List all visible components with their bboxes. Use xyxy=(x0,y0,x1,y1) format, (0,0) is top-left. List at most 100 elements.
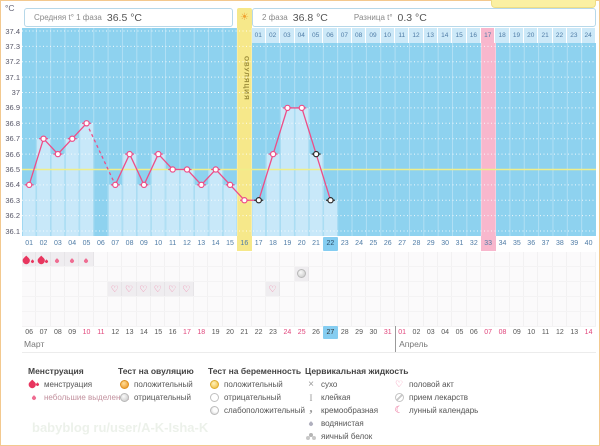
event-cell[interactable] xyxy=(309,297,323,311)
event-cell[interactable] xyxy=(208,252,222,266)
day-cell[interactable]: 38 xyxy=(555,240,564,247)
event-cell[interactable] xyxy=(467,312,481,326)
event-cell[interactable] xyxy=(352,297,366,311)
event-cell[interactable] xyxy=(510,297,524,311)
event-cell[interactable] xyxy=(51,267,65,281)
event-cell[interactable] xyxy=(223,267,237,281)
event-cell[interactable] xyxy=(395,297,409,311)
event-cell[interactable] xyxy=(323,312,337,326)
event-cell[interactable] xyxy=(295,252,309,266)
event-cell[interactable] xyxy=(438,282,452,296)
event-cell[interactable] xyxy=(108,267,122,281)
event-cell[interactable] xyxy=(309,267,323,281)
event-cell[interactable] xyxy=(395,252,409,266)
event-cell[interactable] xyxy=(165,312,179,326)
event-cell[interactable] xyxy=(180,267,194,281)
event-cell[interactable] xyxy=(180,297,194,311)
day-cell[interactable]: 37 xyxy=(541,240,550,247)
event-cell[interactable] xyxy=(524,267,538,281)
event-cell[interactable] xyxy=(65,267,79,281)
event-cell[interactable] xyxy=(467,267,481,281)
event-cell[interactable] xyxy=(252,267,266,281)
event-cell[interactable] xyxy=(266,252,280,266)
event-cell[interactable] xyxy=(366,312,380,326)
day-cell[interactable]: 36 xyxy=(527,240,536,247)
event-cell[interactable] xyxy=(223,252,237,266)
event-cell[interactable] xyxy=(495,267,509,281)
event-cell[interactable] xyxy=(467,252,481,266)
event-cell[interactable] xyxy=(22,297,36,311)
day-cell[interactable]: 40 xyxy=(584,240,593,247)
day-cell[interactable]: 17 xyxy=(254,240,263,247)
event-cell[interactable] xyxy=(581,312,595,326)
event-cell[interactable] xyxy=(481,312,495,326)
event-cell[interactable]: ♡ xyxy=(122,282,137,296)
event-cell[interactable] xyxy=(309,282,323,296)
event-cell[interactable] xyxy=(122,252,136,266)
event-cell[interactable] xyxy=(452,267,466,281)
event-cell[interactable] xyxy=(524,252,538,266)
event-cell[interactable] xyxy=(151,252,165,266)
event-cell[interactable] xyxy=(137,297,151,311)
event-cell[interactable] xyxy=(208,282,222,296)
day-cell[interactable]: 04 xyxy=(68,240,77,247)
event-cell[interactable] xyxy=(467,282,481,296)
event-cell[interactable] xyxy=(409,312,423,326)
event-cell[interactable] xyxy=(338,297,352,311)
event-cell[interactable] xyxy=(424,252,438,266)
event-cell[interactable] xyxy=(280,297,294,311)
event-cell[interactable] xyxy=(295,312,309,326)
event-cell[interactable] xyxy=(381,297,395,311)
event-cell[interactable] xyxy=(237,267,251,281)
event-cell[interactable] xyxy=(294,267,309,281)
event-cell[interactable] xyxy=(381,252,395,266)
day-cell[interactable]: 21 xyxy=(312,240,320,247)
day-cell[interactable]: 23 xyxy=(340,240,349,247)
day-cell[interactable]: 24 xyxy=(355,240,363,247)
event-cell[interactable] xyxy=(79,267,93,281)
event-cell[interactable] xyxy=(79,312,93,326)
day-cell[interactable]: 10 xyxy=(154,240,163,247)
event-cell[interactable] xyxy=(65,282,79,296)
event-cell[interactable] xyxy=(510,312,524,326)
event-cell[interactable] xyxy=(409,282,423,296)
event-cell[interactable] xyxy=(452,297,466,311)
event-cell[interactable]: ♡ xyxy=(151,282,166,296)
event-cell[interactable] xyxy=(381,312,395,326)
event-cell[interactable] xyxy=(338,267,352,281)
event-cell[interactable] xyxy=(36,297,50,311)
event-cell[interactable] xyxy=(22,282,36,296)
event-cell[interactable] xyxy=(122,312,136,326)
day-cell[interactable]: 29 xyxy=(426,240,435,247)
event-cell[interactable] xyxy=(338,252,352,266)
event-cell[interactable] xyxy=(51,297,65,311)
day-cell[interactable]: 08 xyxy=(125,240,134,247)
event-cell[interactable] xyxy=(194,297,208,311)
event-cell[interactable] xyxy=(122,297,136,311)
event-cell[interactable] xyxy=(452,282,466,296)
event-cell[interactable]: ♡ xyxy=(108,282,123,296)
event-cell[interactable] xyxy=(108,312,122,326)
event-cell[interactable] xyxy=(567,312,581,326)
day-cell[interactable]: 12 xyxy=(183,240,191,247)
event-cell[interactable] xyxy=(481,267,495,281)
event-cell[interactable] xyxy=(581,297,595,311)
event-cell[interactable] xyxy=(381,282,395,296)
event-cell[interactable] xyxy=(338,312,352,326)
event-cell[interactable] xyxy=(366,252,380,266)
event-cell[interactable] xyxy=(36,282,50,296)
event-cell[interactable] xyxy=(51,282,65,296)
event-cell[interactable] xyxy=(323,297,337,311)
event-cell[interactable] xyxy=(352,252,366,266)
day-cell[interactable]: 09 xyxy=(140,240,148,247)
event-cell[interactable] xyxy=(295,282,309,296)
event-cell[interactable] xyxy=(137,252,151,266)
day-cell[interactable]: 07 xyxy=(111,240,120,247)
event-cell[interactable]: ♡ xyxy=(136,282,152,296)
event-cell[interactable] xyxy=(223,297,237,311)
event-cell[interactable] xyxy=(94,282,108,296)
event-cell[interactable] xyxy=(309,312,323,326)
event-cell[interactable] xyxy=(452,252,466,266)
event-cell[interactable] xyxy=(36,267,50,281)
event-cell[interactable] xyxy=(280,282,294,296)
